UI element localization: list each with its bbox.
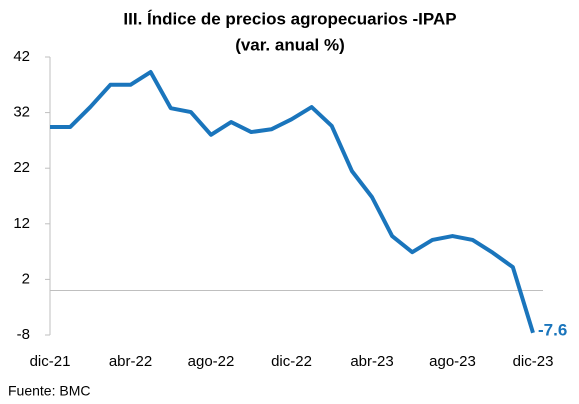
x-tick-label: abr-22 <box>109 353 152 370</box>
y-tick-label: 2 <box>22 270 30 287</box>
x-tick-label: dic-23 <box>513 353 554 370</box>
x-tick-label: abr-23 <box>350 353 393 370</box>
y-tick-label: -8 <box>17 326 30 343</box>
source: Fuente: BMC <box>8 383 90 399</box>
y-tick-label: 22 <box>13 159 30 176</box>
y-tick-label: 32 <box>13 104 30 121</box>
x-tick-label: dic-21 <box>30 353 71 370</box>
chart-subtitle: (var. anual %) <box>235 35 345 54</box>
chart-title: III. Índice de precios agropecuarios -IP… <box>123 9 456 28</box>
y-tick-label: 12 <box>13 215 30 232</box>
x-tick-label: ago-22 <box>188 353 235 370</box>
x-tick-label: ago-23 <box>429 353 476 370</box>
line-series <box>50 70 535 334</box>
data-label: -7.6 <box>538 320 567 339</box>
y-tick-label: 42 <box>13 48 30 65</box>
x-tick-label: dic-22 <box>271 353 312 370</box>
